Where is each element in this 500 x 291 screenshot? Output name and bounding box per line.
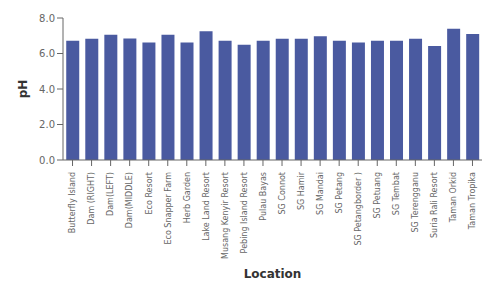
svg-text:Dam (RIGHT): Dam (RIGHT) <box>87 172 96 225</box>
svg-text:Dam(LEFT): Dam(LEFT) <box>106 172 115 216</box>
svg-text:Location: Location <box>244 267 302 281</box>
svg-text:SG Petangborder ): SG Petangborder ) <box>354 172 363 246</box>
svg-text:Taman Tropika: Taman Tropika <box>468 172 477 230</box>
svg-text:pH: pH <box>16 80 30 99</box>
svg-text:Pebing Island Resort: Pebing Island Resort <box>240 172 249 253</box>
svg-text:6.0: 6.0 <box>39 48 55 59</box>
svg-text:SG Connot: SG Connot <box>278 172 287 214</box>
svg-text:4.0: 4.0 <box>39 84 55 95</box>
svg-text:Pulau Bayas: Pulau Bayas <box>259 172 268 221</box>
svg-text:Taman Orkid: Taman Orkid <box>449 172 458 223</box>
svg-text:Eco Snapper Farm: Eco Snapper Farm <box>164 172 173 245</box>
svg-text:Musang Kenyir Resort: Musang Kenyir Resort <box>221 172 230 259</box>
svg-text:Lake Land Resort: Lake Land Resort <box>202 172 211 241</box>
svg-text:SG Tembat: SG Tembat <box>392 172 401 215</box>
svg-text:SG Mandai: SG Mandai <box>316 172 325 215</box>
svg-text:8.0: 8.0 <box>39 13 55 24</box>
svg-text:Eco Resort: Eco Resort <box>145 172 154 215</box>
svg-text:SG Hamir: SG Hamir <box>297 171 306 210</box>
svg-text:Dam(MIDDLE): Dam(MIDDLE) <box>125 172 134 228</box>
svg-text:SG Petang: SG Petang <box>335 172 344 213</box>
svg-text:SG Terengganu: SG Terengganu <box>411 172 420 233</box>
svg-text:Suria Rali Resort: Suria Rali Resort <box>430 172 439 238</box>
svg-text:0.0: 0.0 <box>39 155 55 166</box>
svg-text:Herb Garden: Herb Garden <box>183 172 192 223</box>
svg-text:2.0: 2.0 <box>39 119 55 130</box>
svg-text:SG Petuang: SG Petuang <box>373 172 382 219</box>
svg-text:Butterfly Island: Butterfly Island <box>68 172 77 233</box>
